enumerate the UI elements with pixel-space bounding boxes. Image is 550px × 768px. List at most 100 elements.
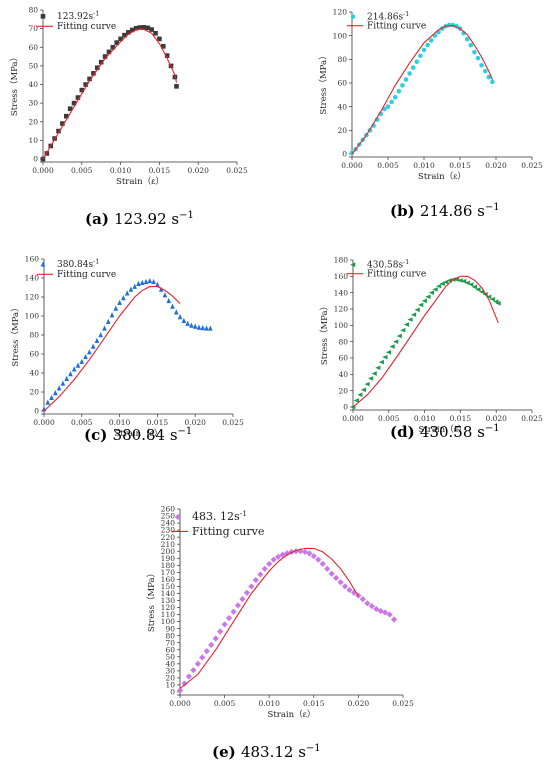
- data-point: [239, 595, 246, 603]
- data-point: [403, 77, 409, 82]
- legend-label-data: 430.58s-1: [367, 259, 409, 271]
- data-point: [378, 359, 384, 365]
- data-point: [407, 71, 412, 76]
- data-point: [475, 287, 481, 292]
- fitting-curve-line: [42, 28, 178, 160]
- data-point: [185, 320, 190, 326]
- data-point: [385, 104, 391, 109]
- data-point: [68, 371, 73, 377]
- data-point: [341, 583, 349, 590]
- y-tick-label: 170: [161, 568, 176, 577]
- x-tick-label: 0.020: [348, 699, 370, 708]
- data-point: [162, 292, 168, 298]
- data-point: [149, 27, 154, 32]
- data-point: [472, 49, 477, 55]
- data-point: [185, 673, 193, 680]
- legend-label-exponent: -1: [403, 259, 409, 266]
- data-point: [199, 654, 206, 661]
- y-tick-label: 50: [28, 61, 38, 70]
- y-tick-label: 260: [161, 505, 176, 514]
- y-tick-label: 120: [161, 603, 176, 612]
- x-tick-label: 0.000: [32, 166, 54, 175]
- data-point: [60, 380, 66, 386]
- y-tick-label: 0: [170, 688, 175, 697]
- data-point: [117, 299, 122, 305]
- data-point: [464, 280, 470, 286]
- y-tick-label: 120: [25, 293, 40, 302]
- x-tick-label: 0.005: [378, 414, 400, 423]
- data-point: [410, 65, 416, 70]
- x-tick-label: 0.025: [392, 699, 414, 708]
- data-point: [468, 282, 474, 287]
- data-point: [145, 25, 151, 31]
- data-point: [64, 375, 69, 381]
- legend-label-exponent: -1: [93, 10, 99, 17]
- data-point: [164, 53, 170, 58]
- chart-caption: (d) 430.58 s−1: [390, 423, 500, 441]
- data-point: [102, 54, 108, 59]
- data-point: [421, 47, 427, 53]
- x-tick-label: 0.010: [109, 418, 131, 427]
- data-point: [368, 603, 375, 610]
- legend-label-fit: Fitting curve: [367, 22, 426, 32]
- data-point: [297, 548, 304, 555]
- data-point: [114, 40, 120, 45]
- caption-label: (e): [212, 743, 241, 761]
- x-tick-label: 0.005: [377, 161, 399, 170]
- y-tick-label: 70: [28, 24, 38, 33]
- data-point: [124, 290, 130, 296]
- data-point: [292, 548, 300, 555]
- x-tick-label: 0.015: [147, 418, 169, 427]
- data-point: [137, 25, 143, 30]
- caption-exponent: −1: [178, 426, 193, 437]
- chart-caption: (c) 380.84 s−1: [84, 426, 192, 444]
- x-tick-label: 0.000: [169, 699, 191, 708]
- charts-layer: 0.000 0.005 0.010 0.015 0.020 0.0250102030405…: [9, 6, 543, 761]
- legend-label-fit: Fitting curve: [192, 525, 264, 538]
- caption-label: (d): [390, 423, 420, 441]
- data-point: [490, 79, 495, 85]
- data-point: [393, 339, 399, 344]
- y-tick-label: 250: [161, 512, 176, 521]
- y-tick-label: 140: [334, 288, 349, 297]
- chart-caption: (a) 123.92 s−1: [85, 210, 194, 228]
- data-point: [360, 387, 367, 393]
- y-tick-label: 80: [29, 331, 39, 340]
- legend: 483. 12s-1 Fitting curve: [172, 509, 264, 538]
- y-tick-label: 40: [29, 369, 39, 378]
- data-point: [375, 365, 381, 371]
- chart-c: 0.000 0.005 0.010 0.015 0.020 0.025 0 20 40 60 80 1…: [10, 255, 244, 444]
- data-point: [106, 49, 112, 55]
- y-axis-label: Stress（MPa）: [146, 569, 157, 632]
- data-point: [439, 281, 445, 286]
- legend-label-fit: Fitting curve: [57, 270, 116, 280]
- y-tick-label: 80: [28, 6, 38, 15]
- x-tick-label: 0.010: [413, 161, 435, 170]
- y-tick-label: 120: [333, 8, 348, 17]
- caption-rate: 380.84 s: [113, 426, 178, 444]
- data-point: [95, 65, 100, 71]
- caption-exponent: −1: [485, 423, 500, 434]
- data-point: [94, 337, 100, 343]
- legend-label-exponent: -1: [93, 258, 99, 265]
- caption-rate: 483.12 s: [241, 743, 306, 761]
- legend-label-data: 483. 12s-1: [192, 509, 247, 523]
- data-point: [49, 394, 54, 400]
- data-point: [155, 281, 160, 287]
- data-point: [217, 628, 224, 635]
- data-point: [364, 600, 371, 607]
- data-point: [192, 323, 198, 329]
- data-point: [279, 551, 286, 558]
- data-point: [203, 648, 210, 655]
- data-point: [194, 660, 201, 667]
- y-axis-label: Stress（MPa）: [9, 53, 20, 116]
- data-point: [471, 284, 478, 290]
- data-point: [157, 36, 162, 42]
- y-tick-label: 240: [161, 519, 176, 528]
- data-point: [118, 36, 123, 42]
- y-tick-label: 0: [34, 407, 39, 416]
